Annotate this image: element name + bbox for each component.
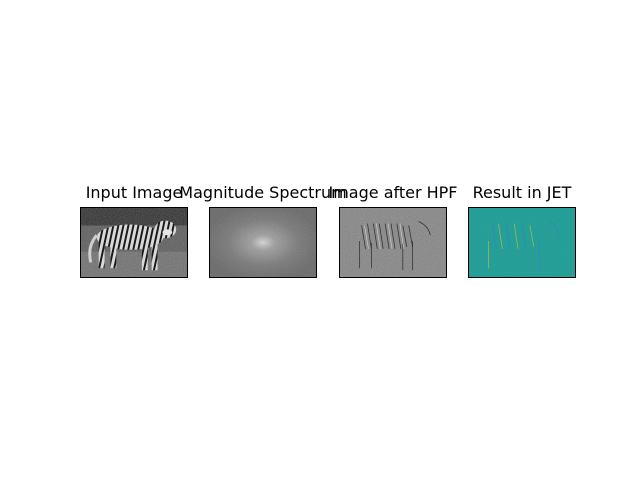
hpf-image	[340, 208, 446, 277]
magnitude-spectrum-image	[210, 208, 316, 277]
jet-colormap-image	[469, 208, 575, 277]
image-after-hpf-panel	[339, 207, 447, 278]
panel-title-magnitude-spectrum: Magnitude Spectrum	[179, 183, 347, 202]
tiger-grayscale-image	[81, 208, 187, 277]
magnitude-spectrum-panel	[209, 207, 317, 278]
panel-title-image-after-hpf: Image after HPF	[328, 183, 458, 202]
panel-title-input-image: Input Image	[85, 183, 183, 202]
input-image-panel	[80, 207, 188, 278]
result-in-jet-panel	[468, 207, 576, 278]
panel-title-result-in-jet: Result in JET	[472, 183, 572, 202]
